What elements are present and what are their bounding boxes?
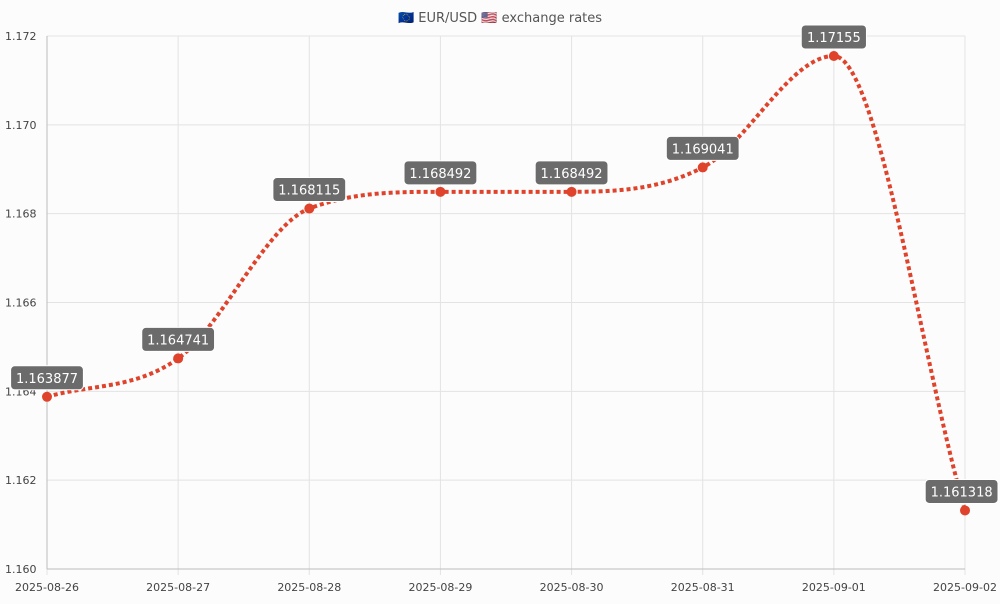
data-labels: 1.163877 1.164741 1.168115 1.168492 1.168492… — [10, 24, 999, 504]
x-tick-label: 2025-08-29 — [408, 581, 472, 594]
y-tick-label: 1.170 — [5, 119, 37, 132]
y-tick-label: 1.172 — [5, 30, 37, 43]
data-point — [960, 505, 970, 516]
data-point — [697, 162, 708, 173]
data-point — [828, 50, 839, 61]
data-point — [173, 353, 184, 364]
x-tick-label: 2025-08-26 — [15, 581, 79, 594]
x-tick-label: 2025-08-30 — [540, 581, 604, 594]
data-point — [566, 186, 577, 197]
grid — [46, 35, 966, 575]
data-label: 1.164741 — [147, 333, 209, 348]
data-label: 1.161318 — [931, 485, 993, 500]
y-tick-label: 1.160 — [5, 563, 37, 576]
data-label-box — [800, 24, 867, 50]
x-tick-label: 2025-08-28 — [277, 581, 341, 594]
data-label: 1.169041 — [672, 142, 734, 157]
chart-title: 🇪🇺 EUR/USD 🇺🇸 exchange rates — [398, 11, 602, 26]
data-label-box — [10, 365, 84, 391]
y-tick-label: 1.166 — [5, 297, 37, 310]
x-tick-label: 2025-09-01 — [802, 581, 866, 594]
data-label: 1.17155 — [807, 31, 861, 46]
x-tick-label: 2025-08-27 — [146, 581, 210, 594]
y-tick-label: 1.162 — [5, 474, 37, 487]
data-label-box — [534, 160, 609, 186]
data-point — [42, 391, 52, 402]
y-tick-label: 1.168 — [5, 208, 37, 221]
data-label-box — [272, 177, 347, 203]
data-label: 1.163877 — [16, 372, 78, 387]
data-label-box — [924, 478, 999, 504]
series-line — [46, 53, 967, 512]
data-label-box — [665, 135, 740, 161]
data-point — [304, 203, 315, 214]
x-tick-label: 2025-08-31 — [671, 581, 735, 594]
data-points — [42, 50, 970, 516]
axes: 1.1601.1621.1641.1661.1681.1701.1722025-… — [5, 30, 997, 594]
data-label: 1.168492 — [541, 167, 603, 182]
data-label-box — [141, 326, 216, 352]
x-tick-label: 2025-09-02 — [933, 581, 997, 594]
data-label: 1.168492 — [409, 167, 471, 182]
data-label: 1.168115 — [278, 184, 340, 199]
series-line-group — [46, 53, 967, 512]
data-label-box — [403, 160, 478, 186]
data-point — [435, 186, 446, 197]
